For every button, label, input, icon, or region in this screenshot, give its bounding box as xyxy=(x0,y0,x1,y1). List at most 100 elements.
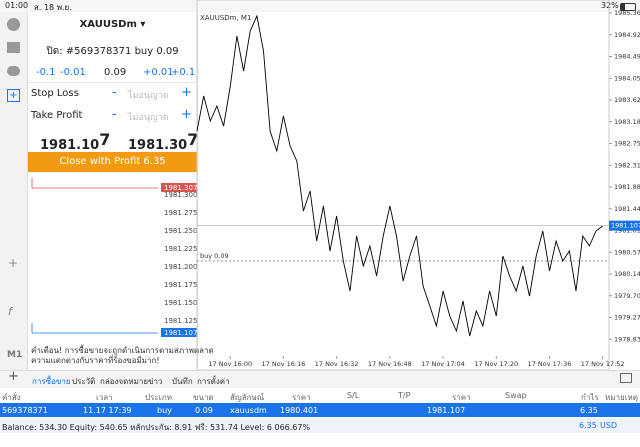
x-tick-label: 17 Nov 16:48 xyxy=(368,360,412,368)
ask-price: 1981.307 xyxy=(128,130,198,153)
clock: 01:00 xyxy=(5,1,29,10)
add-button[interactable]: + xyxy=(8,369,19,384)
x-tick-label: 17 Nov 17:52 xyxy=(581,360,625,368)
status-bar xyxy=(0,0,640,12)
y-tick-label: 1981.445 xyxy=(614,205,640,213)
y-tick-label: 1978.835 xyxy=(614,335,640,343)
cell: 0.09 xyxy=(195,406,213,415)
sl-label: Stop Loss xyxy=(31,88,79,99)
total-profit: 6.35 xyxy=(579,421,597,430)
volume-step[interactable]: +0.01 xyxy=(143,67,174,78)
y-tick-label: 1984.925 xyxy=(614,31,640,39)
warning: คำเตือน! การซื้อขายจะถูกดำเนินการตามสภาพ… xyxy=(31,346,214,366)
tab[interactable]: บันทึก xyxy=(172,377,193,386)
ask-tag-bg xyxy=(161,183,197,192)
column-header[interactable]: ประเภท xyxy=(145,393,172,402)
y-tick-label: 1982.315 xyxy=(614,161,640,169)
mini-tick-label: 1981.125 xyxy=(164,317,197,325)
y-tick-label: 1979.270 xyxy=(614,314,640,322)
column-header[interactable]: คำสั่ง xyxy=(2,393,21,402)
cell: 11.17 17:39 xyxy=(83,406,132,415)
mini-tick-label: 1981.150 xyxy=(164,299,197,307)
warning-line: คำเตือน! การซื้อขายจะถูกดำเนินการตามสภาพ… xyxy=(31,346,214,355)
volume-step[interactable]: -0.1 xyxy=(36,67,56,78)
cell: 1981.107 xyxy=(427,406,466,415)
bid-main: 1981.10 xyxy=(40,138,100,153)
battery-icon xyxy=(620,3,636,11)
x-tick-label: 17 Nov 17:04 xyxy=(421,360,465,368)
x-tick-label: 17 Nov 17:36 xyxy=(528,360,572,368)
cell: buy xyxy=(157,406,172,415)
bid-tag-bg xyxy=(609,220,640,231)
tab[interactable]: การตั้งค่า xyxy=(197,377,230,386)
column-header[interactable]: T/P xyxy=(398,391,411,400)
order-info: ปิด: #569378371 buy 0.09 xyxy=(46,46,179,57)
x-tick-label: 17 Nov 16:32 xyxy=(315,360,359,368)
column-header[interactable]: กำไร xyxy=(581,393,599,402)
layout-icon[interactable] xyxy=(620,373,632,383)
new-order-icon[interactable]: + xyxy=(7,89,20,102)
cell: 569378371 xyxy=(2,406,48,415)
cell: 6.35 xyxy=(580,406,598,415)
mini-tick-label: 1981.175 xyxy=(164,281,197,289)
tp-value[interactable]: ไม่อนุญาต xyxy=(128,113,169,123)
tp-plus[interactable]: + xyxy=(181,107,192,122)
mini-tick-label: 1981.275 xyxy=(164,209,197,217)
currency: USD xyxy=(600,421,618,430)
bid-small: 7 xyxy=(99,130,111,149)
column-header[interactable]: สัญลักษณ์ xyxy=(230,393,265,402)
divider xyxy=(28,82,197,83)
cell: 1980.401 xyxy=(280,406,319,415)
volume-step[interactable]: -0.01 xyxy=(60,67,86,78)
chart-title: XAUUSDm, M1 xyxy=(200,14,251,22)
column-header[interactable]: ราคา xyxy=(292,393,311,402)
mini-tick-label: 1981.225 xyxy=(164,245,197,253)
crosshair-icon[interactable]: + xyxy=(8,256,19,270)
battery-text: 32% xyxy=(601,1,619,10)
volume-step[interactable]: +0.1 xyxy=(171,67,196,78)
tab[interactable]: การซื้อขาย xyxy=(32,377,71,386)
tp-label: Take Profit xyxy=(31,110,83,121)
x-tick-label: 17 Nov 16:00 xyxy=(208,360,252,368)
account-icon[interactable] xyxy=(7,18,20,31)
mini-tick-label: 1981.200 xyxy=(164,263,197,271)
footer-bar xyxy=(0,419,640,433)
sl-minus[interactable]: - xyxy=(112,85,117,100)
y-tick-label: 1984.490 xyxy=(614,53,640,61)
order-line-label: buy 0.09 xyxy=(200,252,229,260)
column-header[interactable]: S/L xyxy=(347,391,360,400)
cell: xauusdm xyxy=(230,406,267,415)
mini-tick-label: 1981.300 xyxy=(164,191,197,199)
column-header[interactable]: เวลา xyxy=(96,393,113,402)
volume[interactable]: 0.09 xyxy=(104,67,127,78)
y-tick-label: 1981.880 xyxy=(614,183,640,191)
y-tick-label: 1980.575 xyxy=(614,248,640,256)
bid-price: 1981.107 xyxy=(40,130,110,153)
ask-main: 1981.30 xyxy=(128,138,188,153)
tab[interactable]: ข่าว xyxy=(148,377,163,386)
chat-icon[interactable] xyxy=(7,66,20,76)
tp-minus[interactable]: - xyxy=(112,107,117,122)
sl-value[interactable]: ไม่อนุญาต xyxy=(128,91,169,101)
x-tick-label: 17 Nov 16:16 xyxy=(262,360,306,368)
y-tick-label: 1985.360 xyxy=(614,9,640,17)
x-tick-label: 17 Nov 17:20 xyxy=(474,360,518,368)
date: ส. 18 พ.ย. xyxy=(34,3,72,12)
column-header[interactable]: ขนาด xyxy=(193,393,214,402)
sl-plus[interactable]: + xyxy=(181,85,192,100)
ask-small: 7 xyxy=(187,130,199,149)
column-header[interactable]: ราคา xyxy=(452,393,471,402)
indicator-icon[interactable]: f xyxy=(8,305,12,318)
selected-row[interactable] xyxy=(0,403,640,417)
column-header[interactable]: หมายเหตุ xyxy=(605,393,638,402)
trade-icon[interactable] xyxy=(7,42,20,53)
y-tick-label: 1979.705 xyxy=(614,292,640,300)
timeframe[interactable]: M1 xyxy=(7,350,23,360)
column-header[interactable]: Swap xyxy=(505,391,527,400)
tab[interactable]: กล่องจดหมาย xyxy=(100,377,149,386)
close-button[interactable]: Close with Profit 6.35 xyxy=(28,152,197,172)
tab[interactable]: ประวัติ xyxy=(72,377,96,386)
symbol-selector[interactable]: XAUUSDm ▾ xyxy=(79,19,146,30)
bid-tag-bg xyxy=(161,328,197,337)
